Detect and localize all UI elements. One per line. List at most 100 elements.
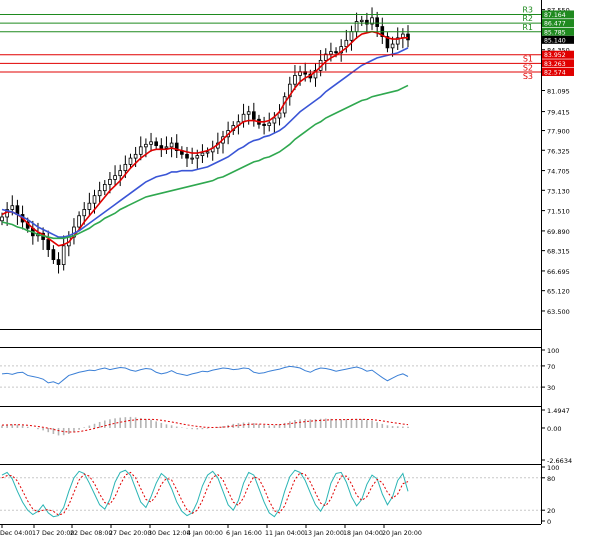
candle-body: [323, 53, 328, 61]
rsi-plot: [0, 365, 541, 388]
stoch-tick-label: 0: [547, 518, 551, 526]
candle-body: [370, 17, 374, 25]
ma-slow-line: [1, 84, 409, 240]
price-tick-label: 79.415: [547, 109, 570, 117]
candle-body: [252, 111, 256, 120]
level-price-tag: [542, 50, 574, 59]
time-tick-label: 30 Dec 12:00: [148, 530, 190, 537]
time-tick-label: 13 Jan 20:00: [304, 530, 344, 537]
candle-body: [174, 142, 179, 151]
time-tick-label: 18 Jan 04:00: [343, 530, 383, 537]
candle-body: [313, 70, 318, 79]
candle-body: [46, 239, 51, 250]
pivot-levels: R3 87.164 R2 86.477 R1 85.785 S1 83.952 S2 83.263…: [0, 5, 574, 81]
price-tick-label: 73.130: [547, 187, 570, 195]
panel-frames: [0, 0, 542, 525]
candle-body: [190, 157, 194, 160]
time-tick-label: 4 Jan 00:00: [187, 530, 223, 537]
price-tick-label: 76.325: [547, 147, 570, 155]
candle-body: [82, 209, 87, 217]
level-price-tag: [542, 10, 574, 19]
level-price-text: 86.477: [544, 21, 566, 28]
candle-body: [169, 142, 174, 148]
stoch-k-line: [1, 469, 409, 518]
price-tick-label: 74.705: [547, 168, 570, 176]
candle-body: [272, 117, 277, 124]
current-price-tag: [542, 35, 574, 44]
price-tick-label: 81.095: [547, 88, 570, 96]
candle-body: [164, 146, 169, 149]
candle-body: [61, 245, 66, 266]
stoch-tick-label: 100: [547, 464, 559, 472]
macd-plot: [1, 416, 409, 436]
candle-body: [277, 112, 282, 119]
candle-body: [385, 36, 390, 49]
candle-body: [0, 216, 4, 222]
candle-body: [344, 39, 349, 47]
level-price-text: 83.263: [544, 61, 566, 68]
candle-body: [185, 153, 189, 159]
ma-fast-line: [1, 30, 408, 247]
level-price-text: 82.574: [544, 69, 566, 76]
candle-body: [205, 151, 210, 154]
stochastic-axis: 100 80 20 0: [541, 464, 559, 526]
price-tick-label: 63.500: [547, 308, 570, 316]
candle-body: [359, 19, 364, 22]
rsi-tick-label: 100: [547, 347, 559, 355]
candle-body: [406, 33, 410, 41]
candle-body: [118, 170, 123, 177]
time-tick-label: Dec 04:00: [0, 530, 32, 537]
time-tick-label: 20 Jan 20:00: [382, 530, 422, 537]
stoch-tick-label: 80: [547, 475, 555, 483]
level-price-tag: [542, 67, 574, 76]
candle-body: [149, 141, 153, 145]
level-label-r1: R1: [522, 23, 533, 32]
price-tick-label: 69.890: [547, 228, 570, 236]
level-price-tag: [542, 59, 574, 68]
candle-body: [293, 75, 297, 85]
rsi-tick-label: 70: [547, 363, 555, 371]
candle-body: [56, 259, 61, 266]
current-price-text: 85.140: [544, 37, 566, 44]
candle-body: [154, 141, 158, 146]
candle-body: [123, 163, 128, 172]
level-label-s3: S3: [523, 72, 533, 81]
candle-body: [51, 249, 56, 260]
candle-body: [334, 51, 338, 54]
candle-body: [102, 184, 107, 192]
level-label-s1: S1: [523, 55, 533, 64]
candle-body: [128, 157, 133, 165]
candle-body: [262, 123, 266, 126]
time-tick-label: 27 Dec 20:00: [109, 530, 151, 537]
level-label-r2: R2: [522, 14, 533, 23]
candle-body: [113, 175, 117, 180]
level-price-tag: [542, 27, 574, 36]
candle-body: [10, 205, 15, 210]
candle-body: [246, 111, 251, 115]
price-tick-label: 65.120: [547, 288, 570, 296]
candle-body: [241, 113, 246, 123]
time-tick-label: 6 Jan 16:00: [226, 530, 262, 537]
candle-body: [133, 153, 138, 159]
price-tick-label: 66.695: [547, 268, 570, 276]
candle-body: [77, 215, 81, 228]
candle-body: [365, 19, 369, 25]
candle-body: [200, 152, 205, 157]
level-price-text: 85.785: [544, 29, 566, 36]
macd-tick-label: 1.4947: [547, 407, 570, 415]
stoch-tick-label: 20: [547, 507, 555, 515]
rsi-axis: 100 70 30: [541, 347, 559, 392]
time-tick-label: 11 Jan 04:00: [265, 530, 305, 537]
candle-body: [87, 202, 92, 210]
macd-signal-line: [1, 418, 409, 433]
time-tick-label: 22 Dec 08:00: [70, 530, 112, 537]
ma-mid-line: [1, 47, 409, 238]
stochastic-plot: [0, 469, 541, 518]
level-label-r3: R3: [522, 5, 533, 14]
candle-body: [108, 179, 112, 185]
candle-body: [195, 155, 200, 159]
macd-axis: 1.4947 0.00 -2.6634: [541, 407, 572, 465]
macd-tick-label: -2.6634: [547, 457, 572, 465]
